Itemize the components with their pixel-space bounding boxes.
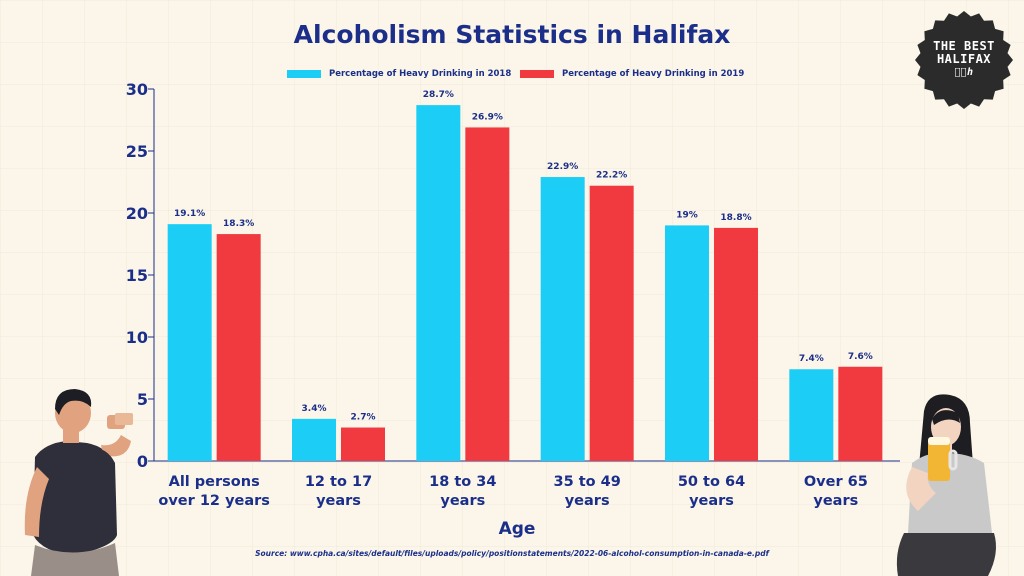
badge-line-2: HALIFAX: [936, 52, 992, 66]
data-label: 19.1%: [174, 209, 205, 219]
x-tick-label: years: [689, 493, 734, 509]
data-label: 18.8%: [720, 213, 751, 223]
x-tick-label: 12 to 17: [305, 474, 372, 490]
y-tick-label: 0: [137, 452, 148, 471]
x-tick-label: 18 to 34: [429, 474, 496, 490]
x-axis-title: Age: [499, 519, 536, 539]
y-tick-label: 5: [137, 390, 148, 409]
source-note: Source: www.cpha.ca/sites/default/files/…: [255, 549, 769, 558]
x-tick-label: 50 to 64: [678, 474, 745, 490]
badge-line-1: THE BEST: [933, 39, 995, 53]
x-tick-label: years: [316, 493, 361, 509]
data-label: 28.7%: [423, 90, 454, 100]
badge-shape: [915, 11, 1013, 109]
bar-2018: [167, 224, 212, 461]
bar-2019: [465, 127, 510, 461]
legend-swatch-2018: [287, 70, 321, 78]
x-tick-label: All persons: [169, 474, 260, 490]
x-tick-label: years: [565, 493, 610, 509]
bar-2018: [540, 177, 585, 462]
woman-drinking-illustration: [896, 394, 996, 576]
bar-2019: [216, 234, 261, 461]
legend-swatch-2019: [520, 70, 554, 78]
data-label: 18.3%: [223, 219, 254, 229]
data-label: 2.7%: [351, 413, 376, 423]
legend-item-2019: Percentage of Heavy Drinking in 2019: [520, 69, 744, 79]
bar-2018: [789, 369, 834, 461]
y-tick-label: 15: [126, 266, 148, 285]
data-label: 22.9%: [547, 162, 578, 172]
chart-title: Alcoholism Statistics in Halifax: [293, 20, 731, 49]
x-tick-label: Over 65: [804, 474, 868, 490]
x-tick-label: years: [440, 493, 485, 509]
badge-line-3: ㄴ͂ℎ: [954, 67, 974, 78]
man-drinking-illustration: [24, 389, 133, 576]
bar-2019: [714, 227, 758, 461]
y-tick-label: 30: [126, 80, 148, 99]
chart-legend: Percentage of Heavy Drinking in 2018 Per…: [0, 69, 1024, 83]
y-tick-label: 20: [126, 204, 148, 223]
y-tick-label: 25: [126, 142, 148, 161]
x-tick-label: over 12 years: [158, 493, 270, 509]
data-label: 26.9%: [472, 112, 503, 122]
the-best-halifax-logo: THE BEST HALIFAX ㄴ͂ℎ: [914, 10, 1014, 110]
bar-2018: [292, 418, 336, 461]
data-label: 19%: [676, 210, 698, 220]
bar-2019: [838, 366, 883, 461]
x-tick-label: 35 to 49: [553, 474, 620, 490]
legend-label-2019: Percentage of Heavy Drinking in 2019: [562, 69, 745, 79]
data-label: 7.6%: [848, 352, 873, 362]
bar-2019: [341, 427, 385, 461]
badge-text: THE BEST HALIFAX ㄴ͂ℎ: [914, 40, 1014, 79]
legend-label-2018: Percentage of Heavy Drinking in 2018: [329, 69, 512, 79]
bar-2018: [416, 105, 461, 462]
bar-2019: [589, 185, 634, 461]
legend-item-2018: Percentage of Heavy Drinking in 2018: [287, 69, 511, 79]
bar-2018: [665, 225, 709, 461]
data-label: 22.2%: [596, 171, 627, 181]
y-tick-label: 10: [126, 328, 148, 347]
data-label: 7.4%: [799, 354, 824, 364]
data-label: 3.4%: [302, 404, 327, 414]
x-tick-label: years: [813, 493, 858, 509]
